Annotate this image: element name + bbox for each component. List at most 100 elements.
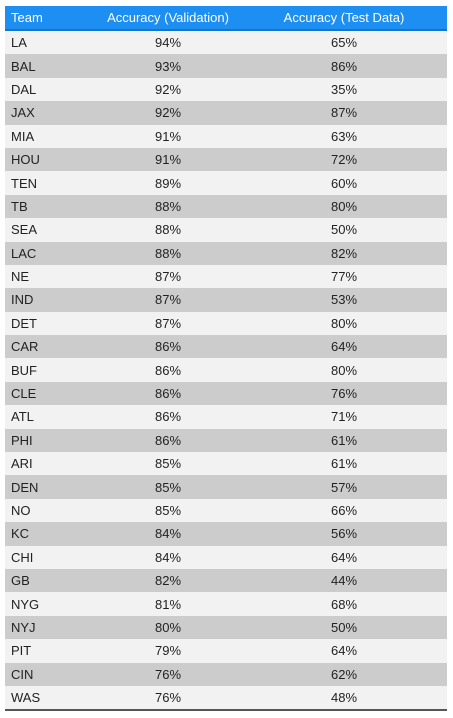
- table-row: BAL 93% 86%: [5, 54, 447, 78]
- table-row: NYJ 80% 50%: [5, 615, 447, 640]
- validation-accuracy-cell: 80%: [95, 615, 241, 640]
- team-cell: BUF: [5, 358, 95, 382]
- table-row: CAR 86% 64%: [5, 335, 447, 359]
- team-cell: JAX: [5, 101, 95, 125]
- validation-accuracy-cell: 92%: [95, 77, 241, 102]
- team-cell: ATL: [5, 405, 95, 429]
- validation-accuracy-cell: 87%: [95, 288, 241, 312]
- test-accuracy-cell: 65%: [241, 30, 447, 55]
- validation-accuracy-cell: 87%: [95, 311, 241, 336]
- team-cell: DEN: [5, 475, 95, 499]
- table-row: IND 87% 53%: [5, 288, 447, 312]
- team-cell: BAL: [5, 54, 95, 78]
- validation-accuracy-cell: 91%: [95, 124, 241, 148]
- test-accuracy-cell: 35%: [241, 77, 447, 102]
- validation-accuracy-cell: 89%: [95, 171, 241, 195]
- test-accuracy-cell: 77%: [241, 264, 447, 289]
- test-accuracy-cell: 60%: [241, 171, 447, 195]
- test-accuracy-cell: 50%: [241, 615, 447, 640]
- validation-accuracy-cell: 91%: [95, 147, 241, 172]
- table-row: PHI 86% 61%: [5, 428, 447, 453]
- validation-accuracy-cell: 86%: [95, 381, 241, 406]
- table-row: DET 87% 80%: [5, 311, 447, 336]
- test-accuracy-cell: 64%: [241, 639, 447, 663]
- table-body: LA 94% 65% BAL 93% 86% DAL 92% 35% JAX 92% 87% MIA 91…: [5, 30, 447, 712]
- validation-accuracy-cell: 85%: [95, 452, 241, 476]
- test-accuracy-cell: 76%: [241, 381, 447, 406]
- team-cell: DAL: [5, 77, 95, 102]
- table-row: BUF 86% 80%: [5, 358, 447, 382]
- test-accuracy-cell: 64%: [241, 335, 447, 359]
- validation-accuracy-cell: 88%: [95, 194, 241, 219]
- team-cell: LAC: [5, 241, 95, 265]
- table-row: LA 94% 65%: [5, 30, 447, 55]
- table-row: ARI 85% 61%: [5, 452, 447, 476]
- table-header: Team Accuracy (Validation) Accuracy (Tes…: [5, 6, 447, 31]
- table-row: LAC 88% 82%: [5, 241, 447, 265]
- team-cell: TEN: [5, 171, 95, 195]
- validation-accuracy-cell: 76%: [95, 685, 241, 712]
- validation-accuracy-cell: 84%: [95, 522, 241, 546]
- table-row: CHI 84% 64%: [5, 545, 447, 569]
- validation-accuracy-cell: 76%: [95, 662, 241, 686]
- table-row: ATL 86% 71%: [5, 405, 447, 429]
- team-cell: NYG: [5, 592, 95, 616]
- test-accuracy-cell: 80%: [241, 194, 447, 219]
- table-row: HOU 91% 72%: [5, 147, 447, 172]
- test-accuracy-cell: 62%: [241, 662, 447, 686]
- header-row: Team Accuracy (Validation) Accuracy (Tes…: [5, 6, 447, 31]
- team-cell: HOU: [5, 147, 95, 172]
- accuracy-table: Team Accuracy (Validation) Accuracy (Tes…: [5, 6, 447, 712]
- validation-accuracy-cell: 86%: [95, 428, 241, 453]
- validation-accuracy-cell: 93%: [95, 54, 241, 78]
- test-accuracy-cell: 63%: [241, 124, 447, 148]
- table-row: CLE 86% 76%: [5, 381, 447, 406]
- test-accuracy-cell: 72%: [241, 147, 447, 172]
- validation-accuracy-cell: 86%: [95, 358, 241, 382]
- team-cell: PHI: [5, 428, 95, 453]
- validation-accuracy-cell: 85%: [95, 475, 241, 499]
- team-cell: CAR: [5, 335, 95, 359]
- team-cell: NO: [5, 498, 95, 523]
- table-row: KC 84% 56%: [5, 522, 447, 546]
- team-cell: CHI: [5, 545, 95, 569]
- validation-accuracy-cell: 94%: [95, 30, 241, 55]
- table-row: TB 88% 80%: [5, 194, 447, 219]
- validation-accuracy-cell: 92%: [95, 101, 241, 125]
- column-header-team: Team: [5, 6, 95, 31]
- team-cell: CLE: [5, 381, 95, 406]
- results-table-container: Team Accuracy (Validation) Accuracy (Tes…: [5, 6, 447, 712]
- validation-accuracy-cell: 87%: [95, 264, 241, 289]
- team-cell: ARI: [5, 452, 95, 476]
- test-accuracy-cell: 61%: [241, 428, 447, 453]
- team-cell: SEA: [5, 218, 95, 242]
- test-accuracy-cell: 80%: [241, 311, 447, 336]
- validation-accuracy-cell: 85%: [95, 498, 241, 523]
- validation-accuracy-cell: 81%: [95, 592, 241, 616]
- team-cell: WAS: [5, 685, 95, 712]
- test-accuracy-cell: 80%: [241, 358, 447, 382]
- validation-accuracy-cell: 88%: [95, 241, 241, 265]
- validation-accuracy-cell: 86%: [95, 405, 241, 429]
- test-accuracy-cell: 64%: [241, 545, 447, 569]
- test-accuracy-cell: 44%: [241, 568, 447, 593]
- test-accuracy-cell: 56%: [241, 522, 447, 546]
- table-row: GB 82% 44%: [5, 568, 447, 593]
- team-cell: TB: [5, 194, 95, 219]
- test-accuracy-cell: 50%: [241, 218, 447, 242]
- column-header-validation: Accuracy (Validation): [95, 6, 241, 31]
- table-row: SEA 88% 50%: [5, 218, 447, 242]
- test-accuracy-cell: 87%: [241, 101, 447, 125]
- table-row: NYG 81% 68%: [5, 592, 447, 616]
- team-cell: GB: [5, 568, 95, 593]
- column-header-test: Accuracy (Test Data): [241, 6, 447, 31]
- team-cell: DET: [5, 311, 95, 336]
- table-row: CIN 76% 62%: [5, 662, 447, 686]
- table-row: JAX 92% 87%: [5, 101, 447, 125]
- table-row: DEN 85% 57%: [5, 475, 447, 499]
- team-cell: IND: [5, 288, 95, 312]
- test-accuracy-cell: 82%: [241, 241, 447, 265]
- team-cell: NE: [5, 264, 95, 289]
- validation-accuracy-cell: 88%: [95, 218, 241, 242]
- table-row: PIT 79% 64%: [5, 639, 447, 663]
